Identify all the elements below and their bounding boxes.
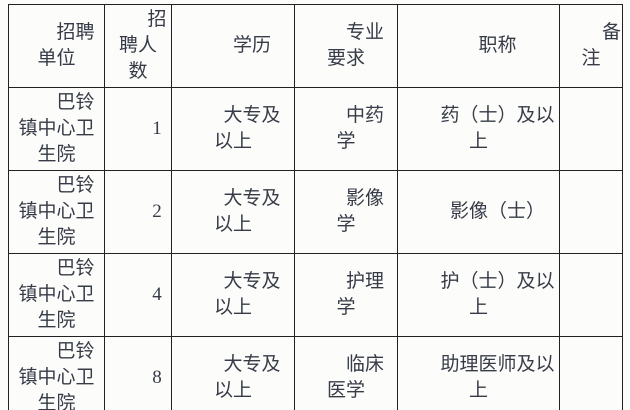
cell-title: 助理医师及以 上 [397, 336, 560, 410]
cell-remarks [559, 170, 623, 254]
cell-major-requirement: 护理 学 [294, 253, 398, 337]
cell-recruiting-unit: 巴铃 镇中心卫 生院 [8, 336, 105, 410]
cell-headcount: 8 [104, 336, 172, 410]
cell-headcount: 4 [104, 253, 172, 337]
cell-education: 大专及 以上 [171, 87, 295, 171]
table-row: 巴铃 镇中心卫 生院 4 大专及 以上 护理 学 护（士）及以 上 [8, 253, 623, 337]
cell-remarks [559, 253, 623, 337]
table-row: 巴铃 镇中心卫 生院 2 大专及 以上 影像 学 影像（士） [8, 170, 623, 254]
cell-recruiting-unit: 巴铃 镇中心卫 生院 [8, 253, 105, 337]
cell-education: 大专及 以上 [171, 170, 295, 254]
column-header-remarks: 备 注 [559, 4, 623, 88]
cell-major-requirement: 临床 医学 [294, 336, 398, 410]
cell-education: 大专及 以上 [171, 336, 295, 410]
cell-headcount: 1 [104, 87, 172, 171]
table-row: 巴铃 镇中心卫 生院 8 大专及 以上 临床 医学 助理医师及以 上 [8, 336, 623, 410]
column-header-headcount: 招 聘人 数 [104, 4, 172, 88]
cell-title: 药（士）及以 上 [397, 87, 560, 171]
cell-remarks [559, 336, 623, 410]
column-header-recruiting-unit: 招聘 单位 [8, 4, 105, 88]
cell-recruiting-unit: 巴铃 镇中心卫 生院 [8, 87, 105, 171]
recruitment-table: 招聘 单位 招 聘人 数 学历 专业 要求 职称 备 注 巴铃 镇中心卫 生院 … [8, 4, 623, 410]
cell-recruiting-unit: 巴铃 镇中心卫 生院 [8, 170, 105, 254]
cell-title: 影像（士） [397, 170, 560, 254]
cell-title: 护（士）及以 上 [397, 253, 560, 337]
cell-major-requirement: 中药 学 [294, 87, 398, 171]
cell-major-requirement: 影像 学 [294, 170, 398, 254]
cell-remarks [559, 87, 623, 171]
column-header-major-requirement: 专业 要求 [294, 4, 398, 88]
cell-headcount: 2 [104, 170, 172, 254]
column-header-education: 学历 [171, 4, 295, 88]
column-header-title: 职称 [397, 4, 560, 88]
cell-education: 大专及 以上 [171, 253, 295, 337]
table-row: 巴铃 镇中心卫 生院 1 大专及 以上 中药 学 药（士）及以 上 [8, 87, 623, 171]
header-row: 招聘 单位 招 聘人 数 学历 专业 要求 职称 备 注 [8, 4, 623, 88]
